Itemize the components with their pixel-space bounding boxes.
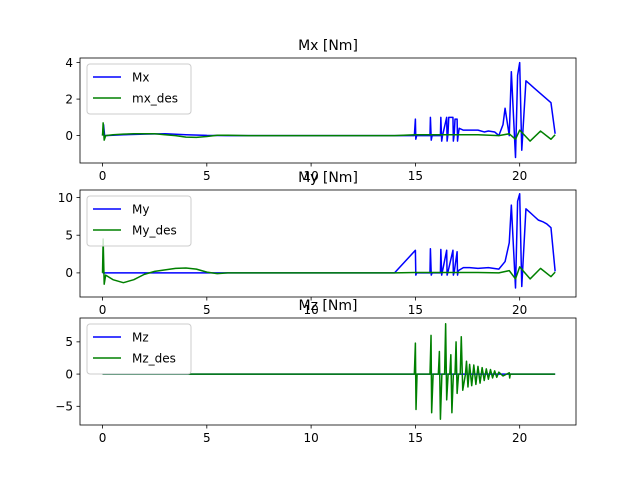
series-line-my-des bbox=[101, 238, 556, 285]
x-tick-label: 15 bbox=[408, 169, 423, 183]
legend-label: Mz bbox=[132, 330, 149, 344]
x-tick-label: 15 bbox=[408, 303, 423, 317]
x-tick-label: 10 bbox=[303, 431, 318, 445]
subplot-title: Mz [Nm] bbox=[299, 298, 358, 314]
y-tick-label: 4 bbox=[65, 56, 73, 70]
series-line-mz-des bbox=[102, 323, 556, 420]
legend-label: My_des bbox=[132, 223, 177, 237]
x-tick-label: 20 bbox=[512, 431, 527, 445]
legend-label: My bbox=[132, 202, 149, 216]
y-tick-label: −5 bbox=[55, 400, 73, 414]
y-tick-label: 10 bbox=[58, 191, 73, 205]
series-line-my bbox=[102, 193, 556, 289]
legend: My My_des bbox=[86, 195, 192, 247]
x-tick-label: 0 bbox=[99, 431, 107, 445]
x-tick-label: 20 bbox=[512, 169, 527, 183]
series-line-mx-des bbox=[101, 122, 556, 142]
legend-label: mx_des bbox=[132, 91, 178, 105]
axes-frame bbox=[79, 317, 577, 426]
x-tick-label: 10 bbox=[303, 303, 318, 317]
subplot-title: Mx [Nm] bbox=[298, 38, 358, 54]
y-tick-label: 0 bbox=[65, 367, 73, 381]
x-tick-label: 15 bbox=[408, 431, 423, 445]
axes-frame bbox=[79, 57, 577, 164]
y-tick-label: 5 bbox=[65, 335, 73, 349]
legend: Mx mx_des bbox=[86, 63, 192, 115]
x-tick-label: 5 bbox=[203, 169, 211, 183]
x-tick-label: 5 bbox=[203, 431, 211, 445]
x-tick-label: 10 bbox=[303, 169, 318, 183]
legend: Mz Mz_des bbox=[86, 323, 192, 375]
subplot-1: 0 5 10 15 20 0 2 4 Mx [Nm] Mx mx_des bbox=[65, 38, 577, 183]
x-tick-label: 0 bbox=[99, 169, 107, 183]
y-tick-label: 5 bbox=[65, 229, 73, 243]
axes-frame bbox=[79, 189, 577, 298]
legend-label: Mz_des bbox=[132, 351, 176, 365]
x-tick-label: 0 bbox=[99, 303, 107, 317]
subplot-3: 0 5 10 15 20 −5 0 5 Mz [Nm] Mz Mz_des bbox=[55, 298, 577, 445]
y-tick-label: 2 bbox=[65, 92, 73, 106]
subplot-title: My [Nm] bbox=[298, 170, 358, 186]
y-tick-label: 0 bbox=[65, 129, 73, 143]
y-tick-label: 0 bbox=[65, 266, 73, 280]
x-tick-label: 5 bbox=[203, 303, 211, 317]
legend-label: Mx bbox=[132, 70, 149, 84]
x-tick-label: 20 bbox=[512, 303, 527, 317]
